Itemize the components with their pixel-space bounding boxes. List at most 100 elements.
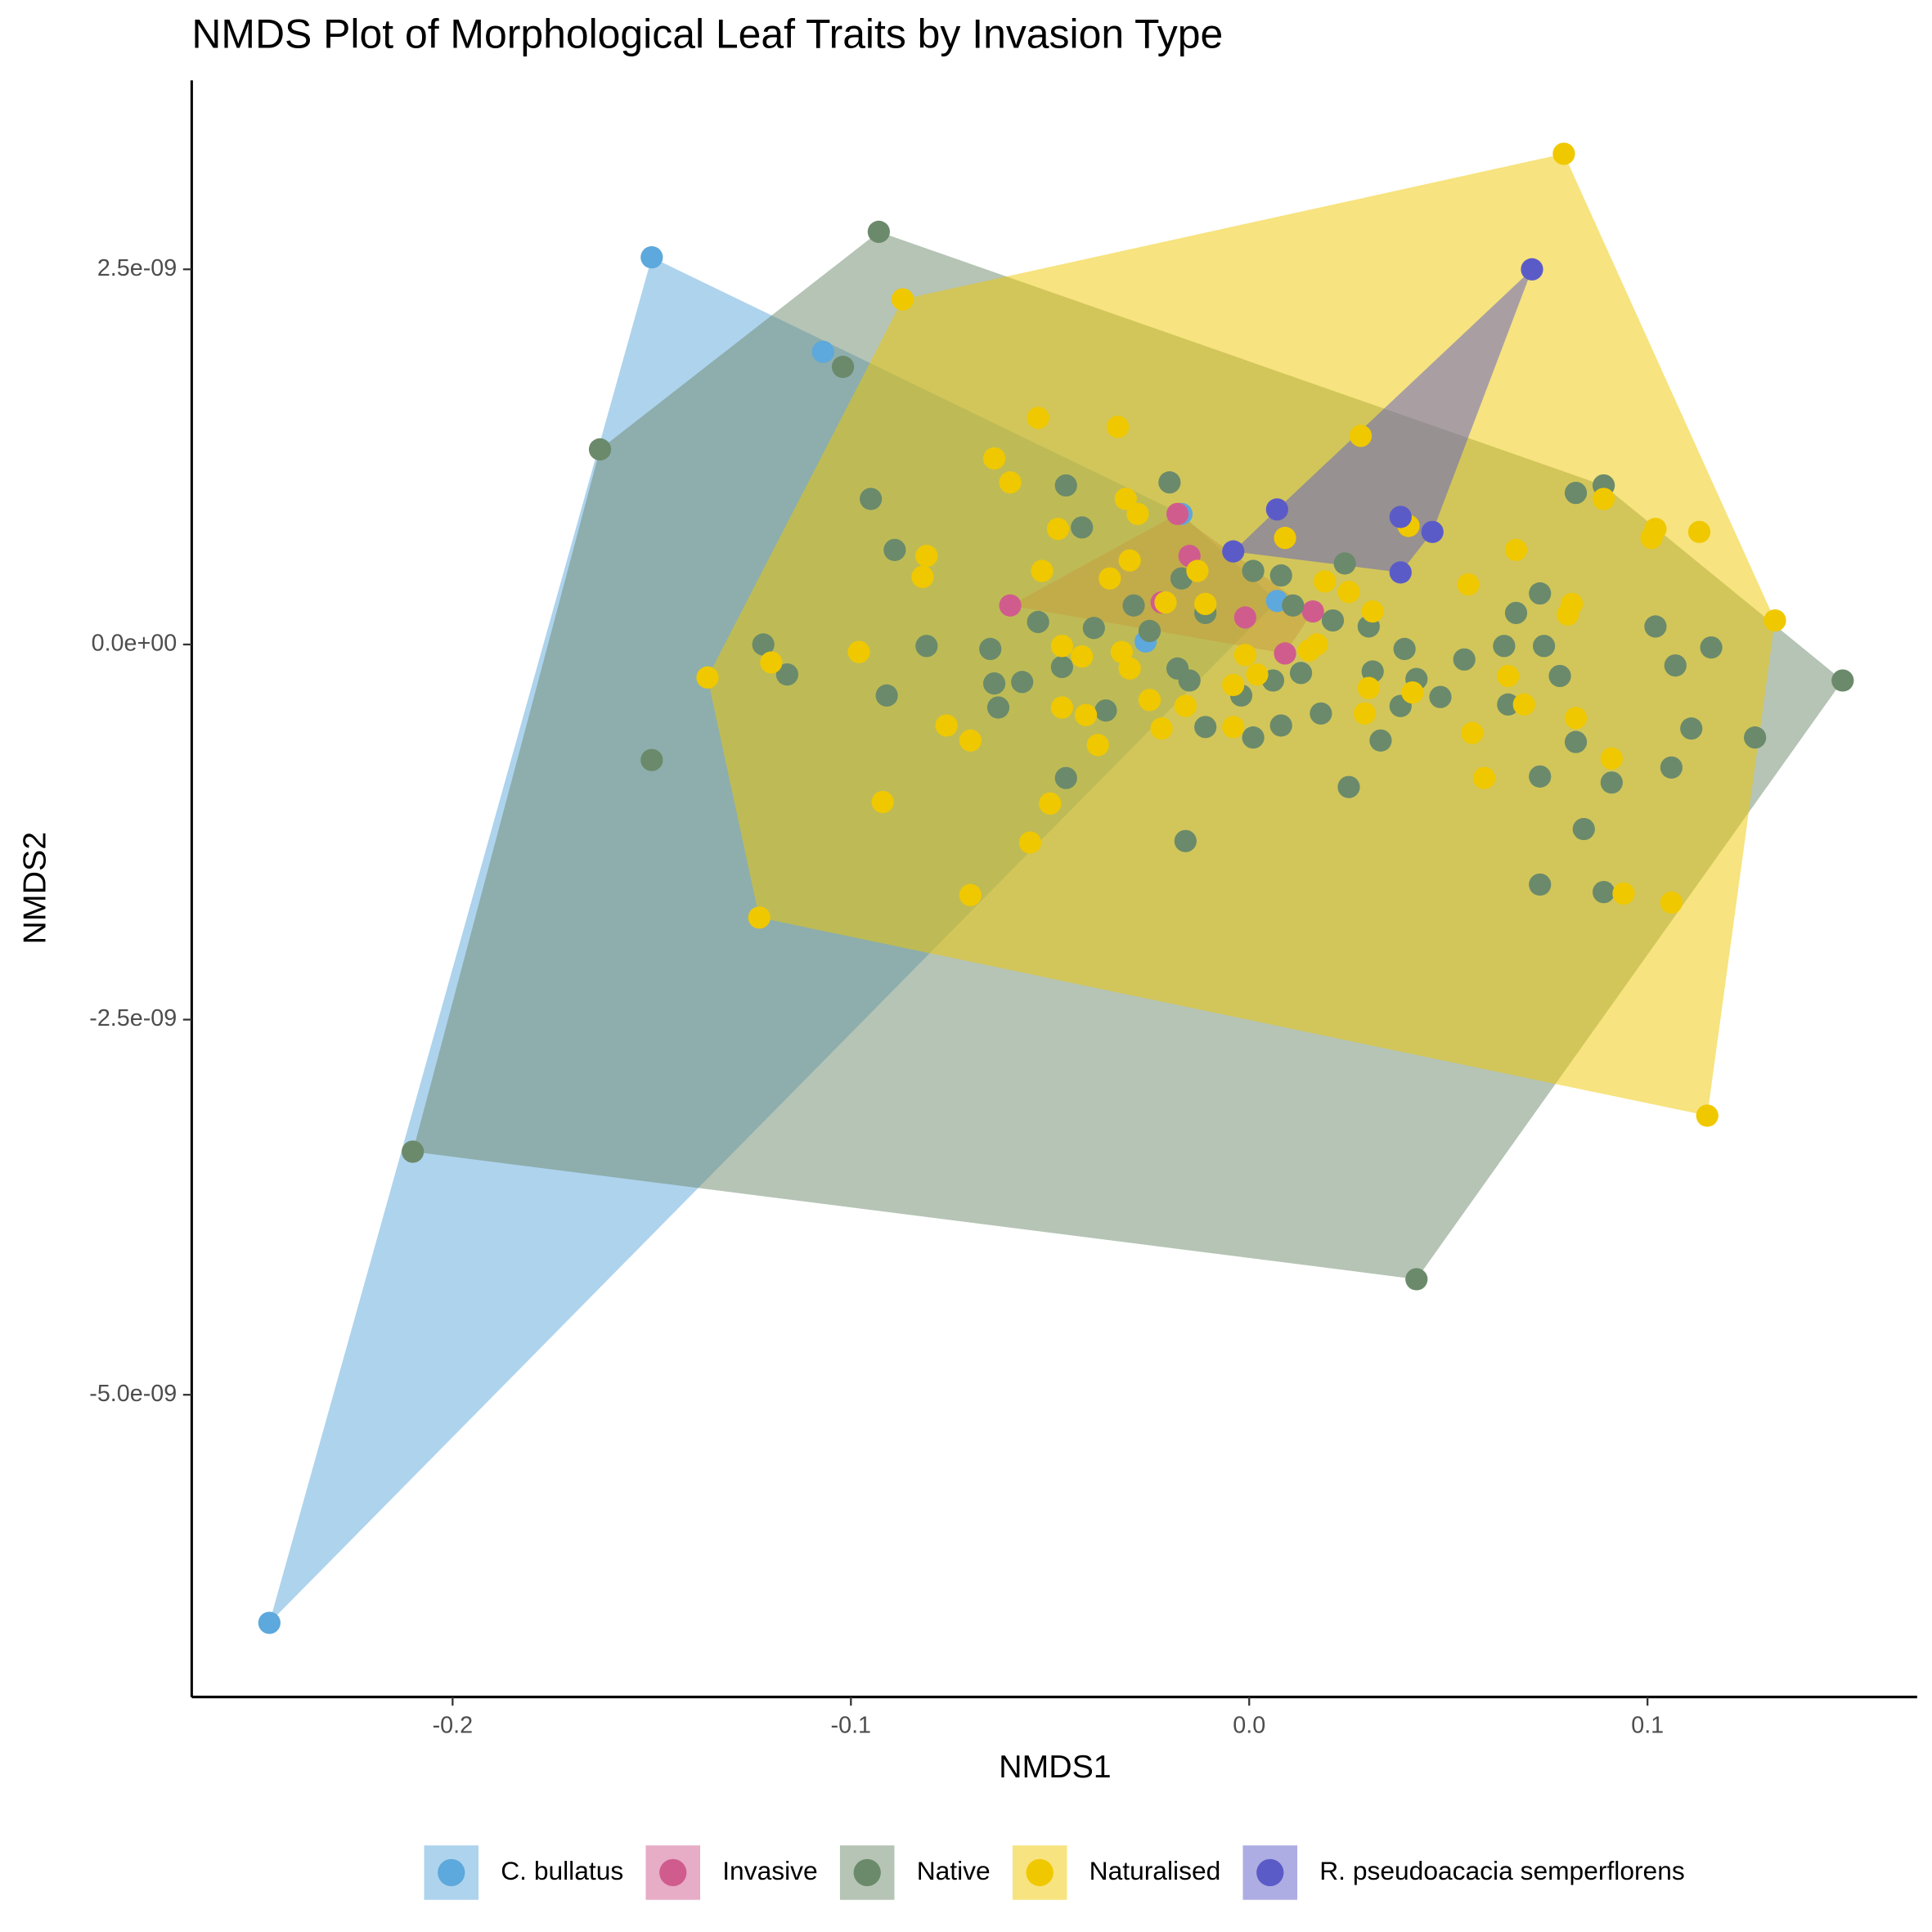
legend-item: Naturalised	[1012, 1845, 1220, 1900]
point	[775, 663, 798, 686]
legend-item: C. bullatus	[424, 1845, 623, 1900]
point	[1680, 717, 1703, 740]
point	[1138, 689, 1161, 712]
point	[1393, 637, 1416, 661]
point	[1265, 498, 1288, 521]
point	[1158, 471, 1181, 494]
point	[1118, 657, 1141, 680]
point	[1831, 669, 1854, 692]
x-tick-label: 0.0	[1233, 1713, 1265, 1739]
point	[1512, 693, 1535, 716]
point	[1289, 662, 1313, 685]
point	[1529, 765, 1552, 788]
point	[1461, 721, 1484, 744]
point	[1050, 635, 1073, 658]
legend-dot	[1256, 1858, 1284, 1887]
point	[1687, 520, 1711, 543]
point	[1349, 425, 1373, 447]
chart-title: NMDS Plot of Morphological Leaf Traits b…	[191, 11, 1223, 57]
point	[1497, 693, 1520, 716]
points	[258, 142, 1854, 1634]
point	[883, 538, 906, 561]
point	[258, 1611, 281, 1634]
point	[1274, 527, 1296, 550]
point	[1401, 681, 1424, 704]
point	[1054, 766, 1077, 789]
hull	[707, 154, 1776, 1116]
x-axis-title: NMDS1	[999, 1749, 1112, 1785]
point	[915, 545, 938, 568]
point	[1552, 142, 1575, 165]
point	[1333, 552, 1356, 575]
point	[1472, 766, 1496, 789]
y-tick-label: -2.5e-09	[89, 1005, 177, 1031]
legend-item: R. pseudoacacia semperflorens	[1242, 1845, 1685, 1900]
point	[1600, 771, 1623, 794]
point	[1429, 685, 1452, 708]
x-tick-label: 0.1	[1631, 1713, 1664, 1739]
point	[1529, 582, 1552, 605]
point	[1764, 609, 1786, 632]
point	[752, 633, 775, 656]
point	[1361, 600, 1384, 623]
point	[1274, 642, 1296, 665]
point	[1301, 600, 1324, 623]
point	[1744, 726, 1767, 749]
point	[1493, 635, 1516, 658]
point	[696, 666, 719, 689]
point	[1564, 707, 1588, 730]
point	[760, 651, 783, 674]
point	[1548, 664, 1571, 688]
point	[1086, 734, 1109, 757]
point	[1018, 831, 1042, 854]
point	[1082, 617, 1105, 640]
legend-dot	[438, 1858, 465, 1887]
point	[1453, 648, 1476, 671]
point	[867, 220, 890, 244]
point	[1154, 591, 1177, 614]
axes: -0.2 -0.1 0.0 0.1 2.5e-09 0.0e+00 -2.5e-09 -5.0…	[89, 80, 1917, 1739]
point	[1071, 516, 1094, 539]
point	[811, 340, 834, 363]
point	[982, 447, 1006, 470]
legend-dot	[659, 1858, 687, 1887]
point	[1050, 655, 1073, 679]
point	[986, 696, 1010, 719]
point	[1389, 561, 1412, 584]
point	[1389, 505, 1412, 528]
point	[1557, 603, 1579, 626]
point	[1194, 592, 1217, 615]
hull	[1233, 269, 1532, 573]
point	[1031, 559, 1054, 582]
point	[915, 635, 938, 658]
legend-label: Native	[917, 1856, 991, 1885]
point	[982, 672, 1006, 695]
x-tick-label: -0.2	[433, 1713, 474, 1739]
point	[999, 594, 1022, 617]
point	[871, 790, 894, 814]
point	[1497, 664, 1520, 688]
y-tick-label: 2.5e-09	[97, 255, 177, 281]
point	[1174, 694, 1197, 717]
point	[1242, 559, 1265, 582]
point	[831, 355, 855, 379]
point	[1529, 873, 1552, 896]
point	[1050, 696, 1073, 719]
point	[1166, 657, 1189, 680]
point	[1421, 520, 1444, 543]
point	[1305, 633, 1328, 656]
legend-label: Invasive	[722, 1856, 817, 1885]
point	[1099, 567, 1121, 590]
point	[1700, 636, 1723, 659]
point	[1118, 549, 1141, 572]
point	[1166, 502, 1189, 525]
point	[1011, 671, 1034, 694]
point	[1233, 606, 1256, 629]
point	[1094, 699, 1117, 722]
legend-item: Native	[839, 1845, 991, 1900]
point	[1405, 1268, 1428, 1291]
point	[1126, 502, 1149, 525]
point	[1269, 564, 1292, 587]
point	[1222, 716, 1245, 739]
